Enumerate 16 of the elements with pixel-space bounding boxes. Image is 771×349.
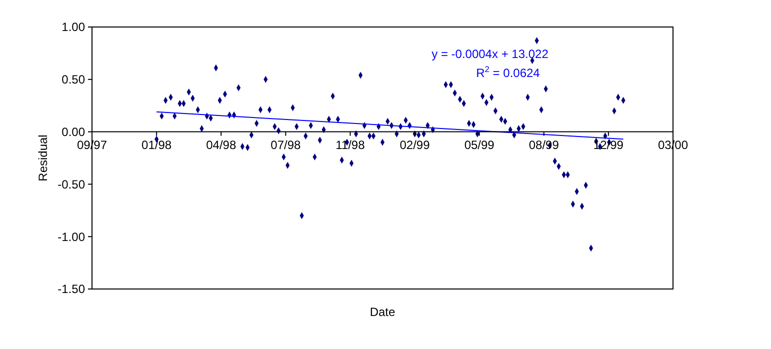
x-axis-title: Date xyxy=(370,305,396,319)
x-tick-label: 04/98 xyxy=(206,138,236,152)
y-tick-label: 1.00 xyxy=(62,20,86,34)
x-tick-label: 07/98 xyxy=(270,138,302,152)
y-tick-label: 0.00 xyxy=(62,125,86,139)
annotation: R$^{2}$ = 0.0624 xyxy=(476,64,540,80)
y-tick-label: -1.50 xyxy=(58,282,86,296)
y-axis-title: Residual xyxy=(36,134,50,182)
y-tick-label: -1.00 xyxy=(58,230,86,244)
annotation: y = -0.0004x + 13.022 xyxy=(432,47,549,61)
x-tick-label: 02/99 xyxy=(400,138,430,152)
x-tick-label: 11/98 xyxy=(336,138,366,152)
x-tick-label: 05/99 xyxy=(464,138,495,152)
y-tick-label: -0.50 xyxy=(58,177,86,192)
x-tick-label: 01/98 xyxy=(142,138,172,152)
y-tick-label: 0.50 xyxy=(62,72,86,87)
